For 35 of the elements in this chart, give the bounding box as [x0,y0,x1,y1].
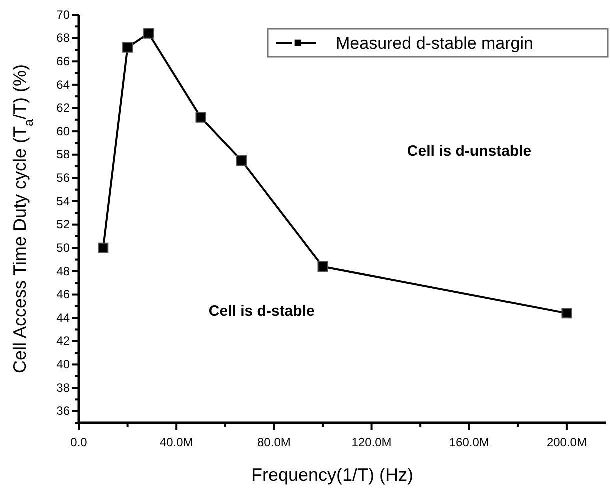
point [122,42,134,53]
point [196,112,206,123]
point [318,262,328,272]
y-tick-label: 70 [56,8,70,22]
legend-label: Measured d-stable margin [336,34,534,53]
y-tick-label: 38 [56,380,70,395]
x-tick-label: 80.0M [258,435,291,450]
y-tick-label: 54 [56,194,70,208]
x-tick-label: 160.0M [449,435,490,450]
x-tick-label: 120.0M [352,435,392,450]
y-tick-label: 40 [56,358,70,372]
y-tick-label: 46 [56,288,70,302]
annotation: Cell is d-unstable [407,143,532,160]
point [236,155,247,166]
x-tick-label: 0.0 [70,435,88,450]
y-tick-label: 52 [56,218,70,232]
y-tick-label: 42 [56,334,70,348]
y-tick-label: 66 [56,54,70,68]
y-tick-label: 48 [56,264,70,278]
point [98,242,109,254]
y-tick-label: 50 [56,240,70,255]
annotation: Cell is d-stable [208,303,315,320]
y-tick-label: 64 [56,78,70,92]
x-tick-label: 40.0M [160,435,194,450]
y-tick-label: 58 [56,148,70,162]
x-axis-title: Frequency(1/T) (Hz) [251,465,414,485]
x-tick-label: 200.0M [546,435,587,450]
y-tick-label: 60 [56,124,70,138]
y-tick-label: 44 [56,310,70,325]
point [144,28,154,39]
y-tick-label: 68 [56,31,70,46]
point [562,308,572,319]
y-tick-label: 56 [56,171,70,186]
y-tick-label: 36 [56,404,70,418]
y-tick-label: 62 [56,101,70,116]
